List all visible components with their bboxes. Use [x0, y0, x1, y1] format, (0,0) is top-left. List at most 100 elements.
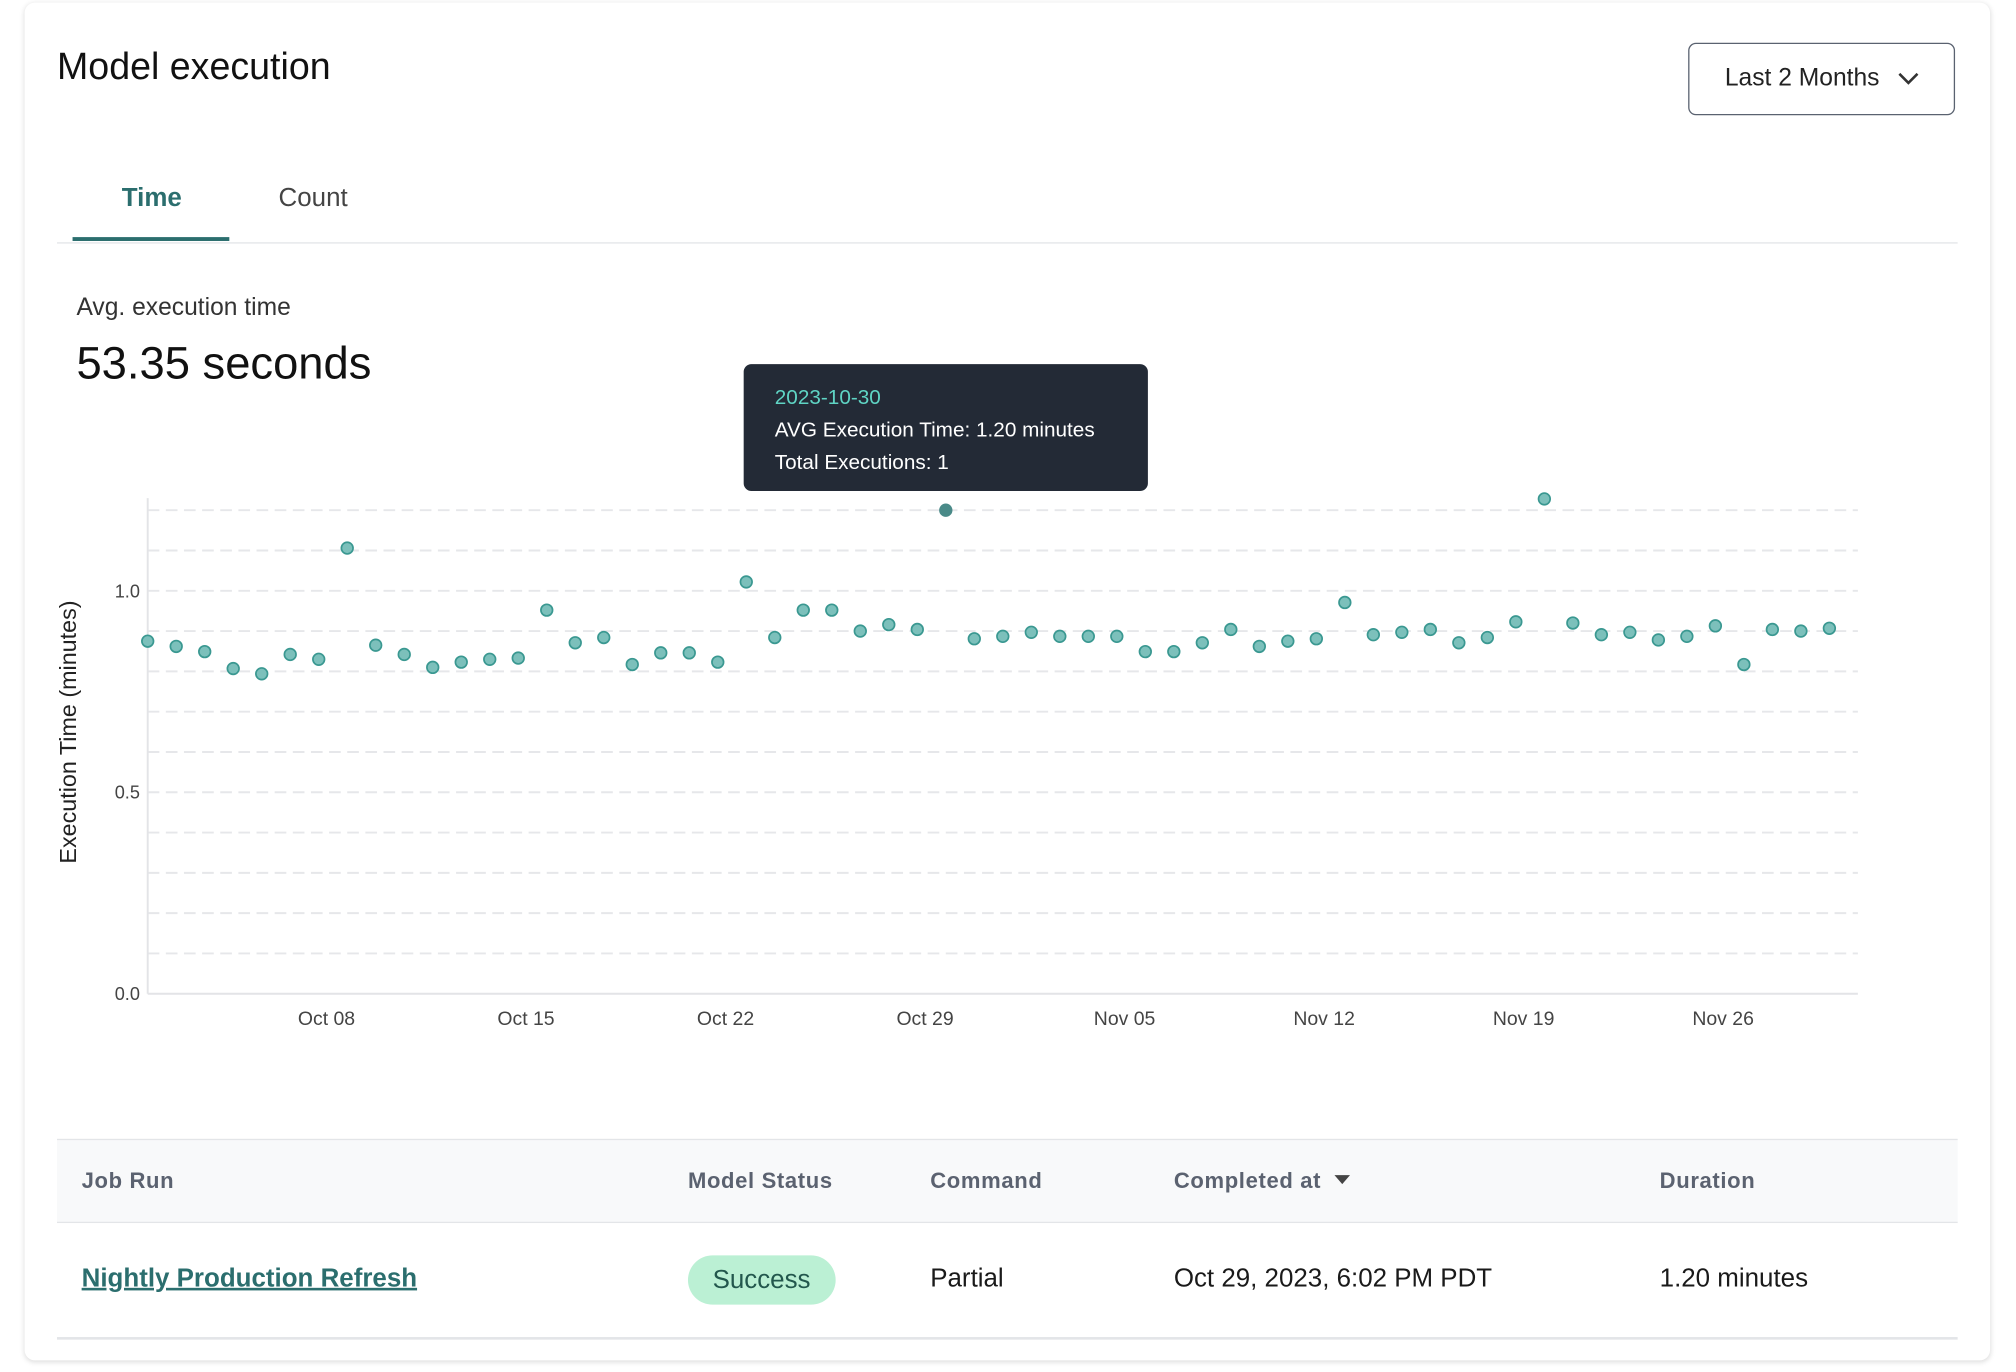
data-point[interactable]: [1395, 625, 1409, 639]
chart-tooltip: 2023-10-30 AVG Execution Time: 1.20 minu…: [743, 364, 1148, 492]
data-point[interactable]: [511, 651, 525, 665]
data-point[interactable]: [169, 639, 183, 654]
data-point[interactable]: [397, 647, 411, 662]
x-tick-label: Oct 15: [497, 1008, 554, 1030]
data-point[interactable]: [910, 622, 924, 637]
data-point[interactable]: [597, 630, 611, 645]
y-tick-label: 0.0: [115, 984, 140, 1004]
data-point[interactable]: [654, 646, 668, 660]
execution-time-chart: 0.0 0.5 1.0 Oct 08 Oct 15 Oct 22 Oct 29 Nov 05 N…: [115, 492, 1858, 1030]
column-duration: Duration: [1659, 1168, 1756, 1194]
job-runs-table: Job Run Model Status Command Completed a…: [57, 1138, 1958, 1340]
column-command: Command: [930, 1168, 1043, 1194]
avg-execution-value: 53.35 seconds: [76, 338, 372, 389]
data-point[interactable]: [1566, 616, 1580, 630]
data-point[interactable]: [283, 647, 297, 662]
data-point[interactable]: [1167, 644, 1181, 659]
data-point[interactable]: [1537, 492, 1552, 506]
data-point[interactable]: [1794, 624, 1808, 638]
data-point[interactable]: [483, 652, 497, 666]
data-point[interactable]: [312, 652, 326, 666]
column-model-status: Model Status: [687, 1168, 833, 1194]
data-point[interactable]: [1765, 622, 1780, 637]
tooltip-date: 2023-10-30: [774, 387, 881, 410]
data-point[interactable]: [711, 655, 725, 669]
data-point[interactable]: [369, 638, 383, 652]
data-point[interactable]: [1452, 636, 1466, 650]
status-badge: Success: [687, 1255, 836, 1305]
data-point[interactable]: [1680, 629, 1694, 643]
tab-count[interactable]: Count: [278, 183, 348, 213]
data-point[interactable]: [1138, 644, 1152, 659]
data-point[interactable]: [1053, 629, 1067, 643]
date-range-label: Last 2 Months: [1724, 64, 1880, 92]
data-point[interactable]: [996, 629, 1010, 643]
column-job-run: Job Run: [81, 1168, 175, 1194]
data-point[interactable]: [939, 503, 953, 517]
data-point[interactable]: [141, 634, 155, 648]
data-point[interactable]: [255, 667, 269, 681]
avg-execution-label: Avg. execution time: [76, 294, 291, 322]
table-row: Nightly Production Refresh Success Parti…: [57, 1223, 1958, 1340]
data-point[interactable]: [768, 630, 782, 645]
x-tick-label: Oct 29: [896, 1008, 953, 1030]
data-point[interactable]: [340, 541, 354, 555]
tab-bar: Time Count: [57, 168, 1958, 244]
data-point[interactable]: [1252, 639, 1266, 654]
data-point[interactable]: [1822, 621, 1837, 635]
data-point[interactable]: [1195, 636, 1209, 650]
data-point[interactable]: [1623, 625, 1637, 639]
table-header: Job Run Model Status Command Completed a…: [57, 1138, 1958, 1224]
x-tick-label: Nov 05: [1094, 1008, 1156, 1030]
data-point[interactable]: [1594, 628, 1609, 642]
data-point[interactable]: [1309, 632, 1324, 646]
data-point[interactable]: [853, 624, 867, 638]
data-point[interactable]: [825, 603, 839, 617]
data-point[interactable]: [1338, 595, 1352, 610]
tooltip-avg-time: AVG Execution Time: 1.20 minutes: [774, 419, 1095, 442]
data-point[interactable]: [682, 646, 696, 660]
page-title: Model execution: [57, 46, 331, 89]
data-point[interactable]: [568, 636, 582, 650]
tooltip-total-executions: Total Executions: 1: [774, 452, 949, 475]
data-point[interactable]: [882, 617, 896, 632]
data-point[interactable]: [625, 657, 639, 672]
command-cell: Partial: [930, 1264, 1004, 1294]
data-point[interactable]: [1708, 619, 1723, 633]
tab-time[interactable]: Time: [121, 183, 182, 213]
data-point[interactable]: [1024, 625, 1038, 639]
sort-desc-icon: [1334, 1175, 1350, 1185]
data-point[interactable]: [1509, 615, 1523, 629]
data-point[interactable]: [454, 655, 468, 669]
column-completed-at[interactable]: Completed at: [1174, 1169, 1350, 1195]
x-tick-label: Nov 19: [1493, 1008, 1555, 1030]
data-point[interactable]: [226, 661, 240, 676]
model-execution-card: [24, 2, 1991, 1361]
data-point[interactable]: [1081, 629, 1095, 643]
y-tick-label: 0.5: [115, 783, 140, 803]
data-point[interactable]: [739, 575, 753, 589]
data-point[interactable]: [426, 660, 440, 675]
active-tab-indicator: [72, 237, 230, 241]
data-point[interactable]: [1281, 634, 1295, 648]
data-point[interactable]: [1651, 633, 1666, 647]
data-point[interactable]: [198, 644, 212, 659]
data-point[interactable]: [540, 603, 554, 617]
x-tick-label: Nov 26: [1692, 1008, 1754, 1030]
y-tick-label: 1.0: [115, 581, 140, 601]
x-tick-label: Oct 22: [697, 1008, 754, 1030]
data-point[interactable]: [1737, 657, 1751, 672]
column-completed-at-label: Completed at: [1173, 1168, 1322, 1194]
data-point[interactable]: [1366, 628, 1381, 642]
data-point[interactable]: [796, 603, 810, 617]
data-point[interactable]: [1480, 630, 1495, 645]
data-point[interactable]: [1224, 622, 1238, 637]
data-point[interactable]: [1423, 622, 1438, 637]
chevron-down-icon: [1898, 72, 1918, 85]
job-run-link[interactable]: Nightly Production Refresh: [81, 1264, 418, 1294]
data-point[interactable]: [1110, 629, 1124, 643]
completed-at-cell: Oct 29, 2023, 6:02 PM PDT: [1173, 1264, 1493, 1294]
data-point[interactable]: [967, 632, 981, 646]
date-range-dropdown[interactable]: Last 2 Months: [1688, 42, 1956, 116]
x-tick-label: Oct 08: [298, 1008, 355, 1030]
